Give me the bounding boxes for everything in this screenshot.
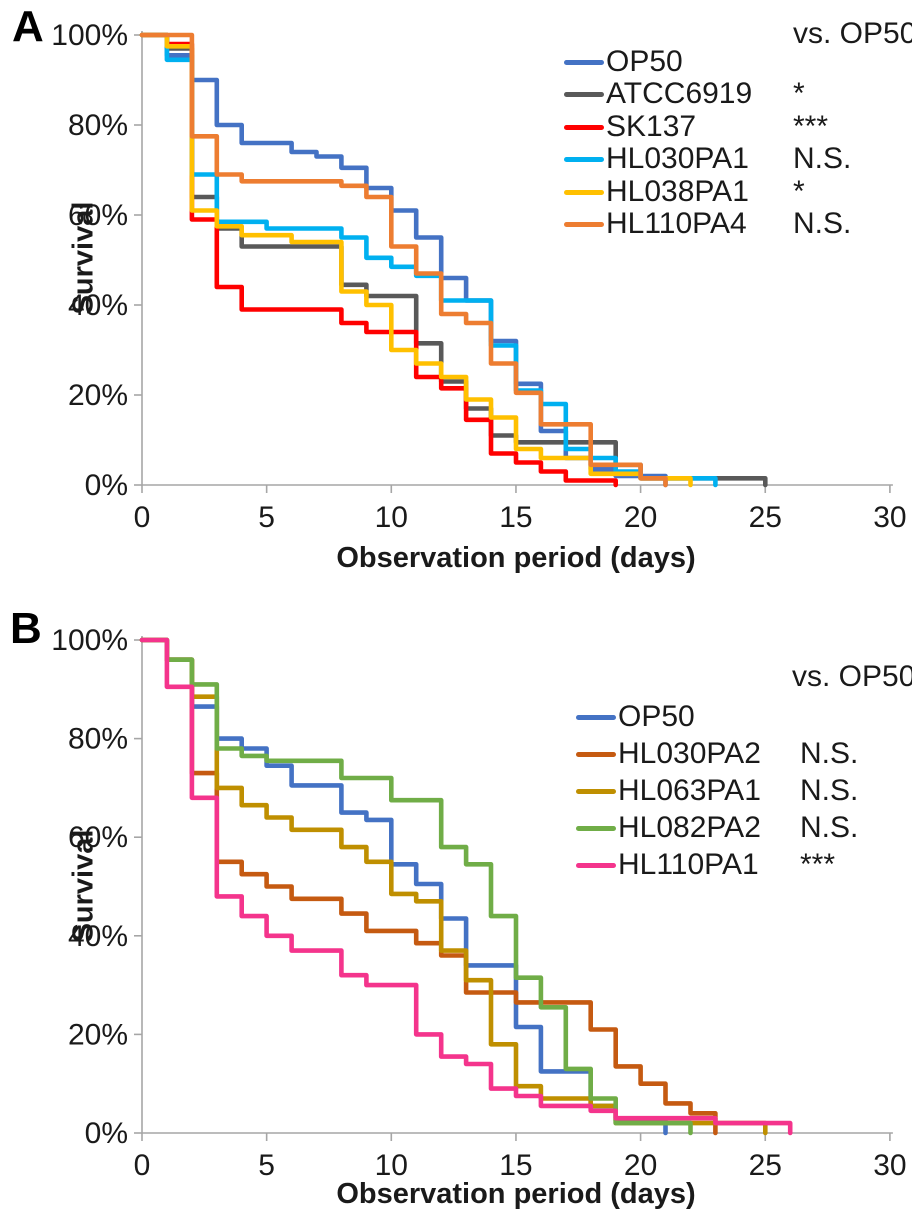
legend-b: vs. OP50 OP50 HL030PA2 N.S. HL063PA1 N.S. HL0… xyxy=(560,598,912,1218)
y-tick-label: 20% xyxy=(68,379,128,412)
legend-series-name: OP50 xyxy=(618,700,695,733)
legend-header-b: vs. OP50 xyxy=(792,660,912,693)
x-tick-label: 5 xyxy=(258,1149,275,1182)
series-line-HL082PA2 xyxy=(139,637,693,1136)
y-tick-label: 0% xyxy=(85,1117,128,1150)
x-tick-label: 10 xyxy=(375,501,408,534)
y-tick-label: 20% xyxy=(68,1018,128,1051)
y-tick-label: 100% xyxy=(51,624,128,657)
legend-header-a: vs. OP50 xyxy=(793,17,912,50)
legend-series-name: HL030PA2 xyxy=(618,737,761,770)
x-axis-title-b: Observation period (days) xyxy=(336,1178,696,1210)
panel-a-label: A xyxy=(12,2,44,51)
legend-series-name: HL030PA1 xyxy=(606,142,749,176)
x-tick-label: 30 xyxy=(873,501,906,534)
y-tick-label: 40% xyxy=(68,920,128,953)
legend-significance: N.S. xyxy=(800,774,859,807)
y-tick-label: 60% xyxy=(68,199,128,232)
survival-chart-b: 0% 20% 40% 60% 80% 100% 0 5 10 15 20 25 30 xyxy=(51,624,906,1182)
panel-b-label: B xyxy=(10,604,42,653)
x-tick-label: 25 xyxy=(749,1149,782,1182)
legend-significance: *** xyxy=(800,848,836,881)
legend-series-name: HL110PA1 xyxy=(618,848,759,881)
x-tick-label: 25 xyxy=(749,501,782,534)
y-tick-label: 80% xyxy=(68,723,128,756)
y-axis-title-b: Survival xyxy=(67,829,100,943)
x-tick-label: 10 xyxy=(375,1149,408,1182)
legend-a: vs. OP50 OP50 ATCC6919 * SK137 *** HL030PA1 N.… xyxy=(560,0,912,598)
legend-significance: * xyxy=(793,174,805,208)
y-axis-title-a: Survival xyxy=(67,201,100,315)
x-tick-label: 20 xyxy=(624,501,657,534)
y-tick-label: 80% xyxy=(68,109,128,142)
x-tick-label: 5 xyxy=(258,501,275,534)
x-tick-label: 20 xyxy=(624,1149,657,1182)
y-tick-label: 40% xyxy=(68,289,128,322)
legend-line-swatch xyxy=(576,752,616,757)
legend-line-swatch xyxy=(564,222,604,227)
x-axis-title-a: Observation period (days) xyxy=(336,542,696,574)
legend-line-swatch xyxy=(576,789,616,794)
panel-b: B 0% 20% 40% 60% 80% 100% 0 5 10 15 20 25 30 Surviva… xyxy=(0,598,912,1218)
legend-series-name: HL110PA4 xyxy=(606,207,747,240)
survival-chart-a: 0% 20% 40% 60% 80% 100% 0 5 10 15 20 25 30 xyxy=(51,19,906,534)
legend-line-swatch xyxy=(564,124,604,130)
legend-significance: N.S. xyxy=(793,207,852,240)
x-tick-label: 15 xyxy=(499,1149,532,1182)
y-tick-label: 0% xyxy=(85,469,128,502)
legend-series-name: HL082PA2 xyxy=(618,811,761,844)
x-tick-label: 0 xyxy=(134,1149,151,1182)
legend-line-swatch xyxy=(564,189,604,195)
legend-series-name: HL038PA1 xyxy=(606,174,749,208)
legend-significance: *** xyxy=(793,109,829,143)
legend-line-swatch xyxy=(564,157,604,163)
legend-significance: N.S. xyxy=(800,737,859,770)
y-tick-label: 60% xyxy=(68,821,128,854)
series-line-SK137 xyxy=(139,32,618,488)
legend-line-swatch xyxy=(576,715,616,720)
legend-significance: * xyxy=(793,77,805,111)
legend-line-swatch xyxy=(564,60,604,65)
legend-series-name: SK137 xyxy=(606,109,697,143)
panel-a: A 0% 20% 40% 60% 80% 100% 0 5 10 15 20 25 30 Surviva… xyxy=(0,0,912,598)
legend-significance: N.S. xyxy=(793,142,852,176)
legend-series-name: OP50 xyxy=(606,45,683,78)
x-tick-label: 15 xyxy=(499,501,532,534)
legend-line-swatch xyxy=(564,92,604,98)
series-line-HL110PA1 xyxy=(139,637,793,1136)
series-line-HL110PA4 xyxy=(139,32,668,488)
series-line-HL038PA1 xyxy=(139,32,693,488)
y-tick-label: 100% xyxy=(51,19,128,52)
legend-line-swatch xyxy=(576,826,616,831)
legend-significance: N.S. xyxy=(800,811,859,844)
legend-series-name: ATCC6919 xyxy=(606,77,753,111)
x-tick-label: 30 xyxy=(873,1149,906,1182)
x-tick-label: 0 xyxy=(134,501,151,534)
legend-line-swatch xyxy=(576,863,616,868)
legend-series-name: HL063PA1 xyxy=(618,774,761,807)
